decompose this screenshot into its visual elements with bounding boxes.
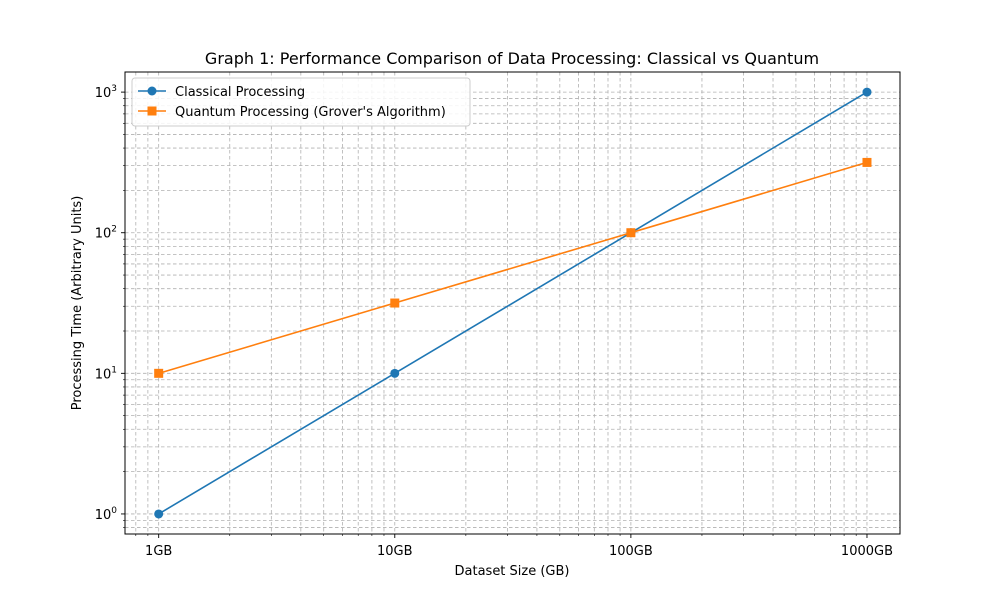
- legend: Classical Processing Quantum Processing (…: [131, 77, 471, 127]
- data-point: [862, 157, 872, 167]
- series-line: [158, 161, 868, 375]
- y-axis-label: Processing Time (Arbitrary Units): [70, 196, 85, 411]
- series-layer: [154, 87, 872, 519]
- y-tick-label: 102: [95, 225, 117, 242]
- legend-item: Quantum Processing (Grover's Algorithm): [138, 105, 446, 120]
- data-point: [626, 228, 636, 238]
- legend-label: Classical Processing: [175, 85, 305, 100]
- data-point: [862, 87, 872, 97]
- series-1: [154, 87, 872, 519]
- x-tick-label: 100GB: [609, 544, 653, 559]
- x-tick-label: 1000GB: [841, 544, 893, 559]
- x-tick-label: 1GB: [145, 544, 172, 559]
- legend-box: [131, 77, 471, 127]
- x-axis-label: Dataset Size (GB): [455, 564, 570, 579]
- legend-marker: [147, 106, 157, 116]
- legend-label: Quantum Processing (Grover's Algorithm): [175, 105, 446, 120]
- data-point: [390, 298, 400, 308]
- data-point: [154, 509, 164, 519]
- axis-ticks: 1GB 10GB 100GB 1000GB 100 101 102 103: [95, 84, 893, 559]
- series-2: [154, 157, 872, 378]
- x-tick-label: 10GB: [377, 544, 413, 559]
- series-line: [158, 91, 868, 515]
- data-point: [154, 368, 164, 378]
- y-tick-label: 103: [95, 84, 117, 101]
- data-point: [390, 368, 400, 378]
- grid: [125, 72, 900, 534]
- chart-title: Graph 1: Performance Comparison of Data …: [205, 49, 819, 68]
- plot-frame: [124, 71, 901, 535]
- legend-item: Classical Processing: [138, 85, 305, 100]
- y-tick-label: 100: [95, 506, 118, 523]
- y-tick-label: 101: [95, 365, 117, 382]
- legend-marker: [147, 86, 157, 96]
